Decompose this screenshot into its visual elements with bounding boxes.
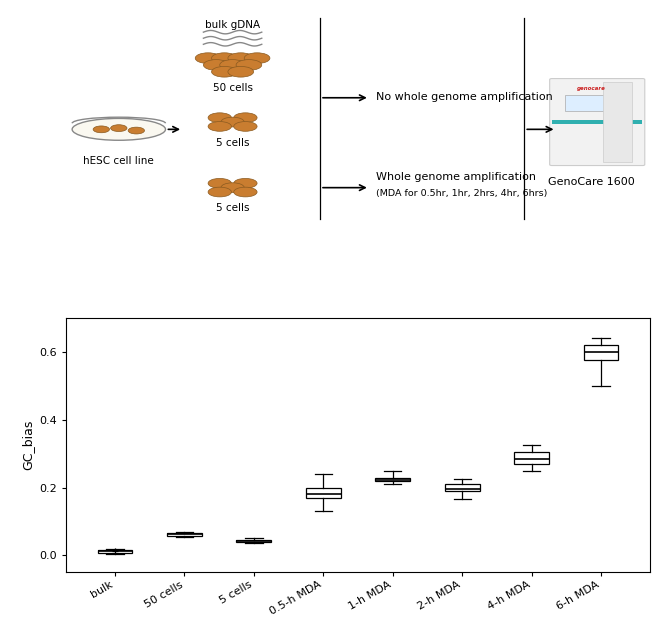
Circle shape <box>234 179 257 188</box>
Circle shape <box>93 126 109 133</box>
Text: 5 cells: 5 cells <box>216 138 249 148</box>
Circle shape <box>208 179 231 188</box>
Bar <box>552 120 642 124</box>
Circle shape <box>195 53 221 64</box>
Text: 50 cells: 50 cells <box>213 83 253 93</box>
Circle shape <box>244 53 270 64</box>
Circle shape <box>211 53 237 64</box>
Bar <box>565 95 609 111</box>
Circle shape <box>234 113 257 123</box>
Circle shape <box>211 66 237 77</box>
Circle shape <box>228 53 253 64</box>
Circle shape <box>234 121 257 131</box>
Circle shape <box>228 66 253 77</box>
FancyBboxPatch shape <box>550 79 645 165</box>
PathPatch shape <box>97 550 133 553</box>
Bar <box>603 82 633 162</box>
Text: 5 cells: 5 cells <box>216 204 249 214</box>
Text: No whole genome amplification: No whole genome amplification <box>375 92 552 102</box>
PathPatch shape <box>583 345 619 360</box>
Text: Whole genome amplification: Whole genome amplification <box>375 172 536 182</box>
PathPatch shape <box>375 478 410 481</box>
Circle shape <box>234 187 257 197</box>
Circle shape <box>208 187 231 197</box>
Circle shape <box>221 183 244 193</box>
Text: hESC cell line: hESC cell line <box>84 156 154 166</box>
Circle shape <box>128 127 145 134</box>
Circle shape <box>219 60 245 71</box>
Circle shape <box>236 60 262 71</box>
Circle shape <box>208 121 231 131</box>
PathPatch shape <box>514 452 549 464</box>
PathPatch shape <box>306 488 341 498</box>
Text: (MDA for 0.5hr, 1hr, 2hrs, 4hr, 6hrs): (MDA for 0.5hr, 1hr, 2hrs, 4hr, 6hrs) <box>375 189 547 198</box>
Circle shape <box>221 117 244 127</box>
Text: GenoCare 1600: GenoCare 1600 <box>548 177 634 187</box>
Circle shape <box>208 113 231 123</box>
Text: bulk gDNA: bulk gDNA <box>205 20 260 30</box>
PathPatch shape <box>445 484 479 491</box>
Ellipse shape <box>72 118 166 141</box>
PathPatch shape <box>167 534 202 536</box>
Y-axis label: GC_bias: GC_bias <box>21 420 34 470</box>
Circle shape <box>111 125 127 132</box>
Circle shape <box>204 60 229 71</box>
Text: genocare: genocare <box>577 85 606 90</box>
PathPatch shape <box>237 540 271 542</box>
